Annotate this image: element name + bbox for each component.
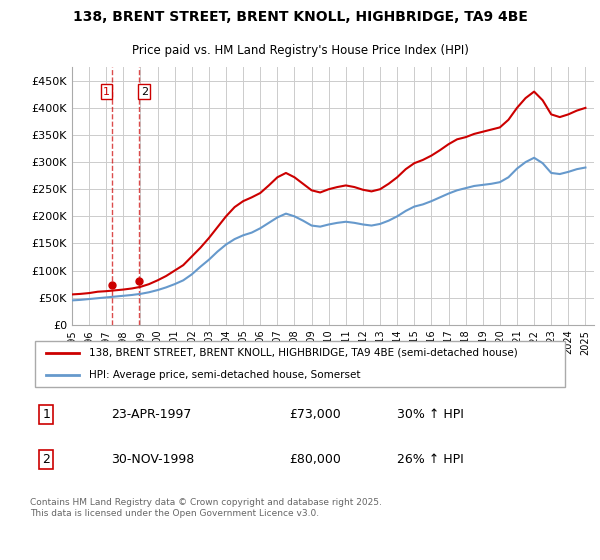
Text: 1: 1 — [42, 408, 50, 421]
Text: 2: 2 — [42, 452, 50, 466]
Text: 23-APR-1997: 23-APR-1997 — [111, 408, 191, 421]
Text: 138, BRENT STREET, BRENT KNOLL, HIGHBRIDGE, TA9 4BE: 138, BRENT STREET, BRENT KNOLL, HIGHBRID… — [73, 10, 527, 24]
Text: 30% ↑ HPI: 30% ↑ HPI — [397, 408, 464, 421]
Text: £73,000: £73,000 — [289, 408, 341, 421]
Text: 1: 1 — [103, 87, 110, 97]
Text: £80,000: £80,000 — [289, 452, 341, 466]
FancyBboxPatch shape — [35, 341, 565, 386]
Text: 2: 2 — [140, 87, 148, 97]
Text: Price paid vs. HM Land Registry's House Price Index (HPI): Price paid vs. HM Land Registry's House … — [131, 44, 469, 57]
Text: HPI: Average price, semi-detached house, Somerset: HPI: Average price, semi-detached house,… — [89, 370, 361, 380]
Text: 30-NOV-1998: 30-NOV-1998 — [111, 452, 194, 466]
Text: 138, BRENT STREET, BRENT KNOLL, HIGHBRIDGE, TA9 4BE (semi-detached house): 138, BRENT STREET, BRENT KNOLL, HIGHBRID… — [89, 348, 518, 358]
Text: 26% ↑ HPI: 26% ↑ HPI — [397, 452, 464, 466]
Text: Contains HM Land Registry data © Crown copyright and database right 2025.
This d: Contains HM Land Registry data © Crown c… — [30, 498, 382, 518]
